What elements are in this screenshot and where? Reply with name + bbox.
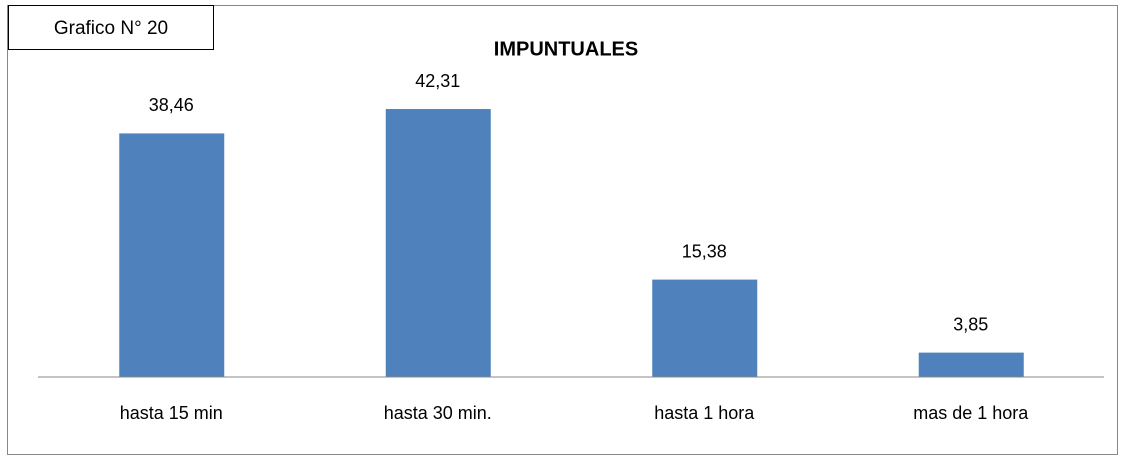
annotation-box [8,5,214,50]
chart-title: IMPUNTUALES [494,38,638,60]
data-label: 42,31 [415,71,460,91]
bar [385,109,491,377]
x-tick-label: hasta 30 min. [384,403,492,423]
x-tick-label: hasta 15 min [120,403,223,423]
bar [119,133,225,377]
bar [652,279,758,377]
data-label: 15,38 [682,241,727,261]
data-label: 3,85 [953,314,988,334]
annotation: Grafico N° 20 [54,18,168,39]
x-tick-label: mas de 1 hora [913,403,1029,423]
data-label: 38,46 [149,95,194,115]
x-tick-label: hasta 1 hora [654,403,755,423]
bar [918,352,1024,377]
